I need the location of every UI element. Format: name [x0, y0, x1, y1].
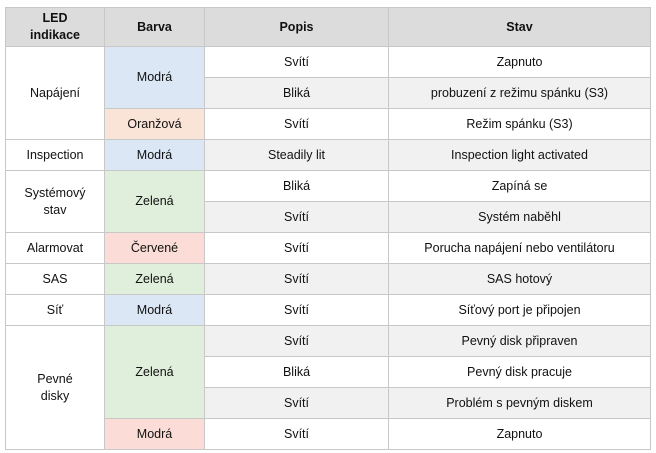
table-row: Svítí Systém naběhl	[6, 201, 651, 233]
color-cell-napajeni-blue: Modrá	[104, 46, 205, 109]
state-cell: Síťový port je připojen	[388, 294, 651, 326]
desc-cell: Svítí	[204, 108, 389, 140]
header-state: Stav	[388, 7, 651, 47]
state-cell: SAS hotový	[388, 263, 651, 295]
state-cell: Režim spánku (S3)	[388, 108, 651, 140]
color-cell-alarm: Červené	[104, 232, 205, 264]
color-cell-sas: Zelená	[104, 263, 205, 295]
desc-cell: Svítí	[204, 325, 389, 357]
table-row: SAS Zelená Svítí SAS hotový	[5, 263, 651, 295]
state-cell: Pevný disk pracuje	[388, 356, 651, 388]
state-cell: Inspection light activated	[388, 139, 651, 171]
state-cell: Problém s pevným diskem	[388, 387, 651, 419]
state-cell: Zapnuto	[388, 46, 651, 78]
led-cell-sit: Síť	[5, 294, 105, 326]
header-led: LED indikace	[5, 7, 105, 47]
led-cell-disky: Pevné disky	[5, 325, 105, 450]
state-cell: probuzení z režimu spánku (S3)	[388, 77, 651, 109]
led-cell-system: Systémový stav	[5, 170, 105, 233]
table-row: Svítí Problém s pevným diskem	[6, 387, 651, 419]
led-cell-sas: SAS	[5, 263, 105, 295]
table-row: Systémový stav Zelená Bliká Zapíná se	[5, 170, 651, 233]
desc-cell: Svítí	[204, 201, 389, 233]
table-row: Bliká Pevný disk pracuje	[6, 356, 651, 388]
header-desc: Popis	[204, 7, 389, 47]
table-row: Síť Modrá Svítí Síťový port je připojen	[5, 294, 651, 326]
table-row: Modrá Svítí Zapnuto	[6, 418, 651, 450]
table-row: Pevné disky Zelená Svítí Pevný disk přip…	[5, 325, 651, 450]
led-indicator-table: LED indikace Barva Popis Stav Napájení M…	[5, 7, 651, 450]
table-row: Inspection Modrá Steadily lit Inspection…	[5, 139, 651, 171]
color-cell-disky-blue: Modrá	[104, 418, 205, 450]
state-cell: Zapíná se	[388, 170, 651, 202]
state-cell: Zapnuto	[388, 418, 651, 450]
state-cell: Systém naběhl	[388, 201, 651, 233]
color-cell-system: Zelená	[104, 170, 205, 233]
color-cell-napajeni-orange: Oranžová	[104, 108, 205, 140]
color-cell-sit: Modrá	[104, 294, 205, 326]
header-color: Barva	[104, 7, 205, 47]
desc-cell: Svítí	[204, 294, 389, 326]
desc-cell: Svítí	[204, 418, 389, 450]
table-row: Bliká probuzení z režimu spánku (S3)	[6, 77, 651, 109]
state-cell: Pevný disk připraven	[388, 325, 651, 357]
color-cell-inspection: Modrá	[104, 139, 205, 171]
led-cell-inspection: Inspection	[5, 139, 105, 171]
desc-cell: Svítí	[204, 46, 389, 78]
desc-cell: Steadily lit	[204, 139, 389, 171]
table-row: Napájení Modrá Svítí Zapnuto	[5, 46, 651, 140]
desc-cell: Svítí	[204, 263, 389, 295]
color-cell-disky-green: Zelená	[104, 325, 205, 419]
desc-cell: Bliká	[204, 77, 389, 109]
led-table-container: LED indikace Barva Popis Stav Napájení M…	[5, 7, 651, 450]
state-cell: Porucha napájení nebo ventilátoru	[388, 232, 651, 264]
table-row: Alarmovat Červené Svítí Porucha napájení…	[5, 232, 651, 264]
desc-cell: Svítí	[204, 387, 389, 419]
led-cell-napajeni: Napájení	[5, 46, 105, 140]
table-row: Oranžová Svítí Režim spánku (S3)	[6, 108, 651, 140]
desc-cell: Bliká	[204, 170, 389, 202]
desc-cell: Svítí	[204, 232, 389, 264]
table-header-row: LED indikace Barva Popis Stav	[5, 7, 651, 47]
led-cell-alarm: Alarmovat	[5, 232, 105, 264]
desc-cell: Bliká	[204, 356, 389, 388]
